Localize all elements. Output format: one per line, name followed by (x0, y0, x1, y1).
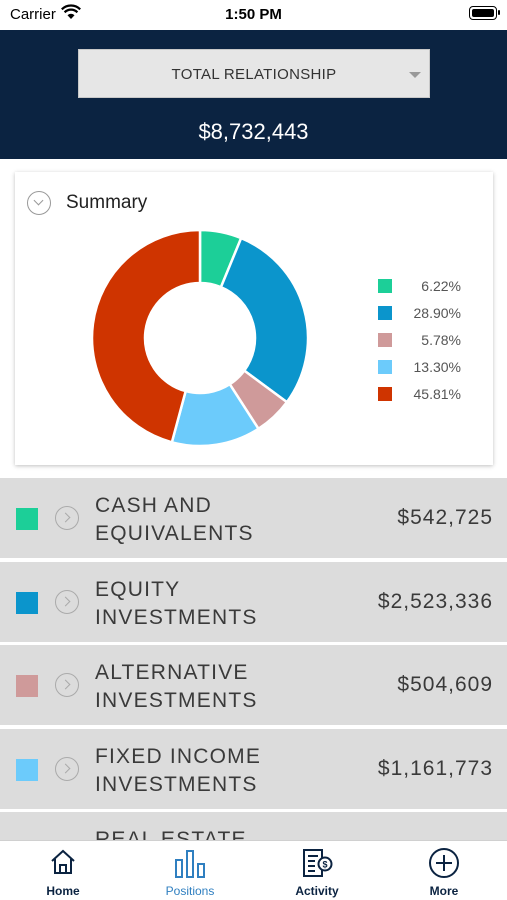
header: TOTAL RELATIONSHIP $8,732,443 (0, 30, 507, 159)
dropdown-caret-icon (409, 72, 421, 78)
svg-text:$: $ (322, 860, 327, 870)
category-color-swatch (16, 675, 38, 697)
legend-swatch (378, 333, 392, 347)
legend-percentage: 6.22% (421, 278, 461, 294)
legend-item: 6.22% (378, 276, 488, 303)
asset-category-list: CASH AND EQUIVALENTS $542,725 EQUITY INVES… (0, 478, 507, 840)
category-name: REAL ESTATE (95, 828, 247, 840)
clock: 1:50 PM (225, 6, 282, 23)
legend-percentage: 45.81% (413, 386, 461, 402)
category-color-swatch (16, 591, 38, 614)
plus-circle-icon (429, 848, 459, 878)
tab-home[interactable]: Home (0, 841, 126, 900)
chevron-right-icon[interactable] (55, 589, 79, 614)
legend-item: 13.30% (378, 357, 488, 384)
category-name: ALTERNATIVE INVESTMENTS (95, 661, 258, 712)
statement-icon: $ (303, 849, 333, 877)
legend-swatch (378, 279, 392, 293)
tab-home-label: Home (46, 884, 80, 898)
legend-percentage: 5.78% (421, 332, 461, 348)
category-color-swatch (16, 508, 38, 530)
tab-activity[interactable]: $ Activity (254, 841, 380, 900)
legend-item: 45.81% (378, 384, 488, 411)
category-row[interactable]: EQUITY INVESTMENTS $2,523,336 (0, 561, 507, 642)
relationship-dropdown[interactable]: TOTAL RELATIONSHIP (78, 49, 430, 98)
relationship-dropdown-label: TOTAL RELATIONSHIP (171, 66, 337, 83)
status-bar: Carrier 1:50 PM (0, 0, 507, 30)
category-name: CASH AND EQUIVALENTS (95, 494, 254, 545)
wifi-icon (61, 4, 81, 19)
summary-card: Summary 6.22% 28.90% 5.78% 13.30% 45.81% (15, 172, 493, 465)
tab-more[interactable]: More (381, 841, 507, 900)
tab-more-label: More (429, 884, 459, 898)
category-name: EQUITY INVESTMENTS (95, 577, 258, 629)
legend-swatch (378, 387, 392, 401)
legend-item: 28.90% (378, 303, 488, 330)
total-relationship-value: $8,732,443 (198, 119, 309, 144)
legend-swatch (378, 306, 392, 320)
category-color-swatch (16, 758, 38, 781)
legend-swatch (378, 360, 392, 374)
category-row[interactable]: FIXED INCOME INVESTMENTS $1,161,773 (0, 728, 507, 809)
home-icon (51, 849, 75, 874)
allocation-donut-chart (90, 228, 310, 448)
donut-slice (219, 236, 310, 404)
chevron-right-icon[interactable] (55, 756, 79, 781)
carrier-label: Carrier (10, 6, 56, 23)
bar-chart-icon (175, 850, 205, 878)
category-value: $542,725 (397, 506, 493, 529)
donut-slice (90, 228, 202, 444)
legend-percentage: 13.30% (413, 359, 461, 375)
category-row[interactable]: ALTERNATIVE INVESTMENTS $504,609 (0, 645, 507, 725)
legend-percentage: 28.90% (413, 305, 461, 321)
category-value: $2,523,336 (377, 589, 493, 613)
chevron-right-icon[interactable] (55, 673, 79, 697)
tab-bar: Home Positions $ Activity More (0, 840, 507, 900)
tab-activity-label: Activity (295, 884, 339, 898)
chart-legend: 6.22% 28.90% 5.78% 13.30% 45.81% (378, 276, 488, 411)
tab-positions[interactable]: Positions (127, 841, 253, 900)
category-value: $1,161,773 (377, 756, 493, 780)
category-row[interactable]: REAL ESTATE$4,000,000 (0, 812, 507, 840)
category-row[interactable]: CASH AND EQUIVALENTS $542,725 (0, 478, 507, 558)
chevron-right-icon[interactable] (55, 506, 79, 530)
category-value: $504,609 (397, 673, 493, 696)
battery-icon (469, 6, 500, 20)
category-name: FIXED INCOME INVESTMENTS (95, 744, 262, 796)
collapse-toggle-icon[interactable] (27, 191, 51, 215)
summary-title: Summary (66, 192, 148, 213)
legend-item: 5.78% (378, 330, 488, 357)
tab-positions-label: Positions (165, 884, 215, 898)
